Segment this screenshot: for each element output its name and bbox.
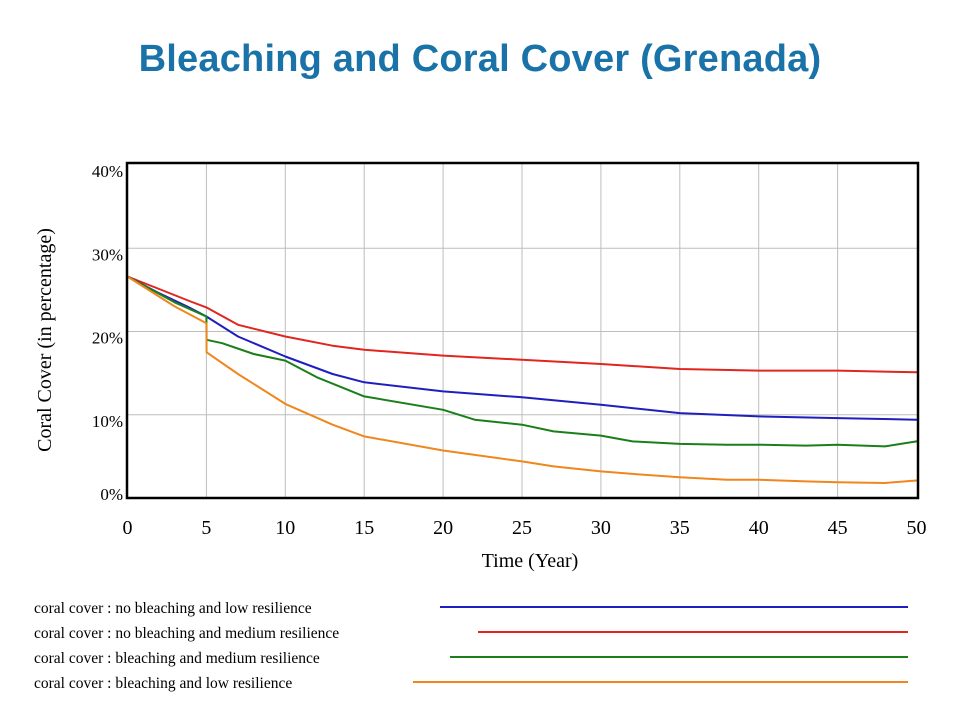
y-tick-label: 0% (100, 485, 123, 504)
x-axis-label: Time (Year) (482, 550, 579, 572)
legend-entry-label: coral cover : no bleaching and medium re… (34, 625, 339, 642)
x-tick-label: 5 (201, 517, 211, 539)
x-tick-label: 10 (275, 517, 295, 539)
x-tick-label: 15 (354, 517, 374, 539)
legend: coral cover : no bleaching and low resil… (34, 600, 908, 692)
series-line (126, 275, 918, 374)
series-line (126, 275, 918, 484)
y-tick-label: 40% (92, 162, 123, 181)
legend-entry-label: coral cover : no bleaching and low resil… (34, 600, 312, 617)
x-tick-label: 40 (749, 517, 769, 539)
series-line (126, 275, 918, 448)
legend-entry-label: coral cover : bleaching and low resilien… (34, 675, 292, 692)
x-tick-label: 20 (433, 517, 453, 539)
grid (127, 163, 918, 498)
y-tick-label: 30% (92, 245, 123, 264)
series-lines (126, 275, 918, 484)
plot-frame (125, 161, 920, 500)
x-ticks: 0 5 10 15 20 25 30 35 40 45 50 (123, 517, 927, 539)
y-tick-label: 10% (92, 412, 123, 431)
x-tick-label: 50 (907, 517, 927, 539)
x-tick-label: 0 (123, 517, 133, 539)
chart-title: Bleaching and Coral Cover (Grenada) (138, 38, 822, 80)
y-tick-label: 20% (92, 329, 123, 348)
y-axis-label: Coral Cover (in percentage) (34, 228, 56, 452)
legend-entry-label: coral cover : bleaching and medium resil… (34, 650, 320, 667)
x-tick-label: 25 (512, 517, 532, 539)
y-ticks: 0% 10% 20% 30% 40% (92, 162, 123, 504)
x-tick-label: 30 (591, 517, 611, 539)
x-tick-label: 45 (828, 517, 848, 539)
x-tick-label: 35 (670, 517, 690, 539)
